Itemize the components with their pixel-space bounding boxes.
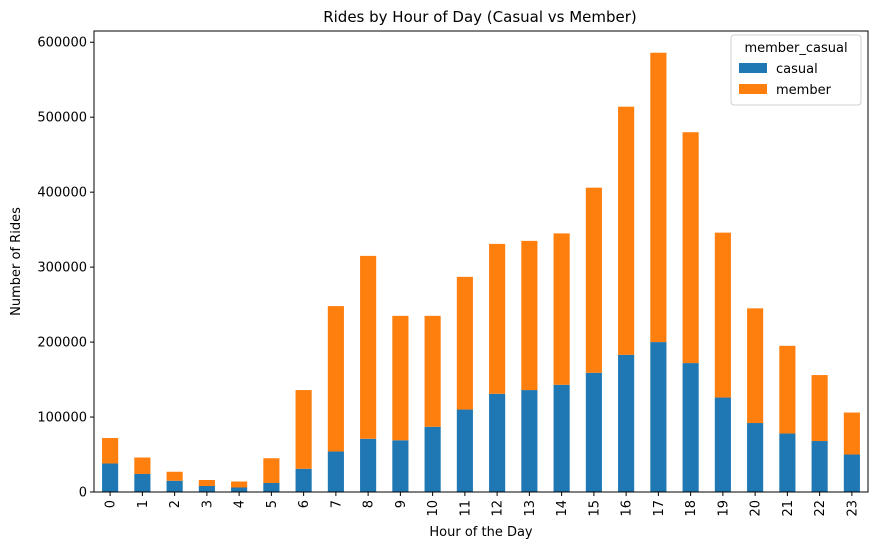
bar-member-hour-23 [843, 412, 860, 455]
legend-swatch-member [739, 84, 767, 94]
y-axis-label: Number of Rides [9, 207, 24, 316]
x-tick-label: 21 [781, 500, 796, 517]
bar-member-hour-21 [779, 345, 796, 434]
bar-member-hour-5 [263, 458, 280, 484]
bar-member-hour-13 [521, 240, 538, 391]
x-tick-label: 18 [684, 500, 699, 517]
bar-casual-hour-9 [392, 440, 409, 492]
bar-member-hour-22 [811, 375, 828, 442]
x-tick-label: 5 [265, 500, 280, 508]
bars-group [102, 52, 860, 492]
bar-member-hour-20 [747, 308, 764, 424]
bar-member-hour-16 [618, 106, 635, 355]
bar-casual-hour-3 [198, 486, 215, 492]
y-axis: 0 100000 200000 300000 400000 500000 600000 [37, 36, 94, 501]
y-tick-label: 0 [79, 486, 87, 501]
x-tick-label: 10 [426, 500, 441, 517]
x-axis: 0 1 2 3 4 5 6 7 8 9 10 11 12 13 14 15 16 17 18 19 20 21 22 23 [104, 492, 860, 517]
y-tick-label: 400000 [37, 186, 87, 201]
bar-casual-hour-12 [489, 393, 506, 492]
x-tick-label: 20 [749, 500, 764, 517]
bar-casual-hour-23 [843, 454, 860, 492]
bar-casual-hour-11 [456, 409, 473, 492]
bar-member-hour-2 [166, 471, 183, 481]
bar-member-hour-3 [198, 480, 215, 487]
bar-casual-hour-14 [553, 384, 570, 492]
bar-member-hour-0 [102, 438, 119, 464]
x-tick-label: 6 [297, 500, 312, 508]
bar-member-hour-15 [585, 187, 602, 373]
bar-member-hour-10 [424, 315, 441, 427]
x-tick-label: 15 [587, 500, 602, 517]
bar-casual-hour-1 [134, 474, 151, 492]
bar-member-hour-6 [295, 390, 312, 469]
y-tick-label: 500000 [37, 111, 87, 126]
legend-title: member_casual [744, 41, 847, 56]
x-tick-label: 2 [168, 500, 183, 508]
plot-frame [93, 30, 869, 493]
bar-casual-hour-15 [585, 372, 602, 492]
x-tick-label: 7 [329, 500, 344, 508]
bar-member-hour-9 [392, 315, 409, 441]
bar-member-hour-1 [134, 457, 151, 475]
bar-member-hour-19 [714, 232, 731, 398]
bar-casual-hour-0 [102, 463, 119, 492]
bar-casual-hour-10 [424, 426, 441, 492]
x-tick-label: 4 [233, 500, 248, 508]
legend-swatch-casual [739, 63, 767, 73]
x-tick-label: 22 [813, 500, 828, 517]
x-tick-label: 9 [394, 500, 409, 508]
chart-title: Rides by Hour of Day (Casual vs Member) [323, 8, 637, 26]
x-tick-label: 19 [716, 500, 731, 517]
x-tick-label: 1 [136, 500, 151, 508]
x-tick-label: 3 [200, 500, 215, 508]
y-tick-label: 100000 [37, 411, 87, 426]
bar-casual-hour-4 [231, 487, 248, 492]
legend-label-member: member [776, 83, 832, 98]
bar-member-hour-4 [231, 481, 248, 488]
y-tick-label: 200000 [37, 336, 87, 351]
bar-member-hour-18 [682, 132, 699, 364]
bar-casual-hour-2 [166, 480, 183, 492]
x-axis-label: Hour of the Day [429, 525, 533, 540]
bar-casual-hour-21 [779, 433, 796, 492]
bar-casual-hour-22 [811, 441, 828, 492]
bar-casual-hour-13 [521, 390, 538, 492]
x-tick-label: 0 [104, 500, 119, 508]
bar-casual-hour-19 [714, 397, 731, 492]
bar-casual-hour-7 [327, 451, 344, 492]
bar-casual-hour-20 [747, 423, 764, 492]
x-tick-label: 17 [652, 500, 667, 517]
bar-casual-hour-18 [682, 363, 699, 492]
bar-casual-hour-16 [618, 354, 635, 492]
y-tick-label: 300000 [37, 261, 87, 276]
bar-casual-hour-6 [295, 468, 312, 492]
x-tick-label: 14 [555, 500, 570, 517]
legend-label-casual: casual [776, 62, 818, 77]
x-tick-label: 11 [458, 500, 473, 517]
bar-member-hour-17 [650, 52, 667, 343]
bar-member-hour-8 [360, 255, 377, 439]
bar-member-hour-14 [553, 233, 570, 385]
x-tick-label: 16 [620, 500, 635, 517]
x-tick-label: 12 [491, 500, 506, 517]
bar-member-hour-11 [456, 276, 473, 410]
x-tick-label: 23 [845, 500, 860, 517]
x-tick-label: 13 [523, 500, 538, 517]
bar-casual-hour-17 [650, 342, 667, 492]
bar-member-hour-7 [327, 306, 344, 452]
bar-casual-hour-8 [360, 438, 377, 492]
bar-casual-hour-5 [263, 483, 280, 492]
bar-member-hour-12 [489, 243, 506, 394]
y-tick-label: 600000 [37, 36, 87, 51]
x-tick-label: 8 [362, 500, 377, 508]
